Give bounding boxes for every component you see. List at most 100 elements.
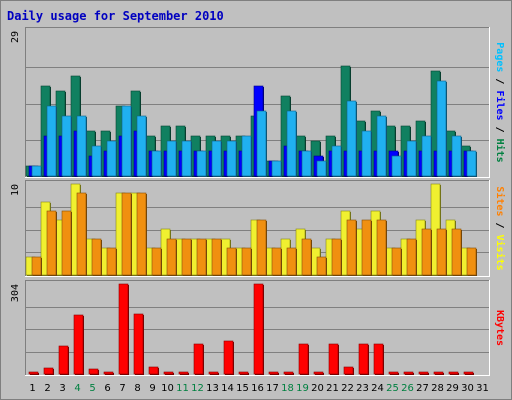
bar <box>166 238 177 276</box>
bar <box>196 150 207 177</box>
series-label-part: Visits <box>494 235 506 271</box>
bar <box>451 228 462 276</box>
bar <box>451 135 462 177</box>
bar <box>421 135 432 177</box>
bar <box>46 105 57 177</box>
bar <box>466 150 477 177</box>
day-label: 28 <box>431 383 444 394</box>
bar <box>268 371 279 375</box>
panel-series-label: KBytes <box>494 310 505 346</box>
bar <box>208 371 219 375</box>
bar <box>343 366 354 375</box>
bar <box>163 371 174 375</box>
panel-scale-label: 10 <box>10 184 21 196</box>
bar <box>388 371 399 375</box>
day-label: 4 <box>74 383 80 394</box>
chart-panels: 29 Pages / Files / Hits 10 Sites / Visits 30… <box>10 27 506 376</box>
bar <box>286 110 297 177</box>
day-label: 22 <box>341 383 354 394</box>
series-label-part: / <box>494 121 505 139</box>
day-label: 20 <box>311 383 324 394</box>
bar <box>376 115 387 177</box>
bar <box>151 150 162 177</box>
bar <box>133 313 144 375</box>
bar <box>103 371 114 375</box>
bar <box>418 371 429 375</box>
bar <box>358 343 369 375</box>
bar <box>421 228 432 276</box>
bar <box>406 140 417 177</box>
bar <box>433 371 444 375</box>
series-label-part: Hits <box>494 139 506 163</box>
panel-scale-label: 29 <box>10 31 21 43</box>
bar <box>406 238 417 276</box>
bar <box>136 115 147 177</box>
bar <box>373 343 384 375</box>
panel-series-label: Sites / Visits <box>494 186 506 270</box>
bar <box>331 238 342 276</box>
bar <box>376 219 387 276</box>
x-axis-day-labels: 1 2 3 4 5 6 7 8 9 10 11 12 13 14 15 16 17 18 19 20 21 22 23 24 2… <box>29 383 489 394</box>
bar <box>58 345 69 375</box>
chart-title: Daily usage for September 2010 <box>7 9 224 23</box>
series-label-part: Pages <box>494 42 505 72</box>
bar <box>361 219 372 276</box>
day-label: 7 <box>119 383 125 394</box>
bar <box>121 192 132 276</box>
day-label: 14 <box>221 383 234 394</box>
series-pages <box>31 80 477 177</box>
bar <box>181 140 192 177</box>
series-label-part: / <box>494 216 505 234</box>
bar <box>256 110 267 177</box>
bar <box>466 247 477 276</box>
panel-scale-label: 304 <box>10 284 21 302</box>
bar <box>43 367 54 375</box>
series-sites <box>31 192 477 276</box>
bar <box>31 165 42 177</box>
bar <box>316 256 327 276</box>
day-label: 17 <box>266 383 279 394</box>
bar <box>436 228 447 276</box>
series-label-part: / <box>494 72 505 90</box>
day-label: 24 <box>371 383 384 394</box>
bar <box>226 140 237 177</box>
day-label: 9 <box>149 383 155 394</box>
bar <box>448 371 459 375</box>
series-label-part: KBytes <box>494 310 505 346</box>
bar <box>121 105 132 177</box>
bar <box>211 140 222 177</box>
day-label: 5 <box>89 383 95 394</box>
bar <box>28 371 39 375</box>
bar <box>271 247 282 276</box>
bar <box>463 371 474 375</box>
day-label: 2 <box>44 383 50 394</box>
day-label: 19 <box>296 383 309 394</box>
bar <box>223 340 234 375</box>
bar <box>328 343 339 375</box>
bar <box>283 371 294 375</box>
panel-series-label: Pages / Files / Hits <box>494 42 506 162</box>
day-label: 15 <box>236 383 249 394</box>
bar <box>31 256 42 276</box>
bar <box>148 366 159 375</box>
bar <box>166 140 177 177</box>
bar <box>331 145 342 177</box>
bar <box>346 219 357 276</box>
bar <box>226 247 237 276</box>
bar <box>73 314 84 375</box>
bar <box>178 371 189 375</box>
bar <box>106 247 117 276</box>
bar <box>361 130 372 177</box>
panel-kbytes: 304 KBytes <box>10 280 505 376</box>
bar <box>91 145 102 177</box>
bar <box>193 343 204 375</box>
day-label: 1 <box>29 383 35 394</box>
day-label: 27 <box>416 383 429 394</box>
day-label: 26 <box>401 383 414 394</box>
series-label-part: Sites <box>494 186 506 216</box>
bar <box>61 115 72 177</box>
bar <box>61 210 72 276</box>
bar <box>316 160 327 177</box>
day-label: 23 <box>356 383 369 394</box>
bar <box>76 115 87 177</box>
